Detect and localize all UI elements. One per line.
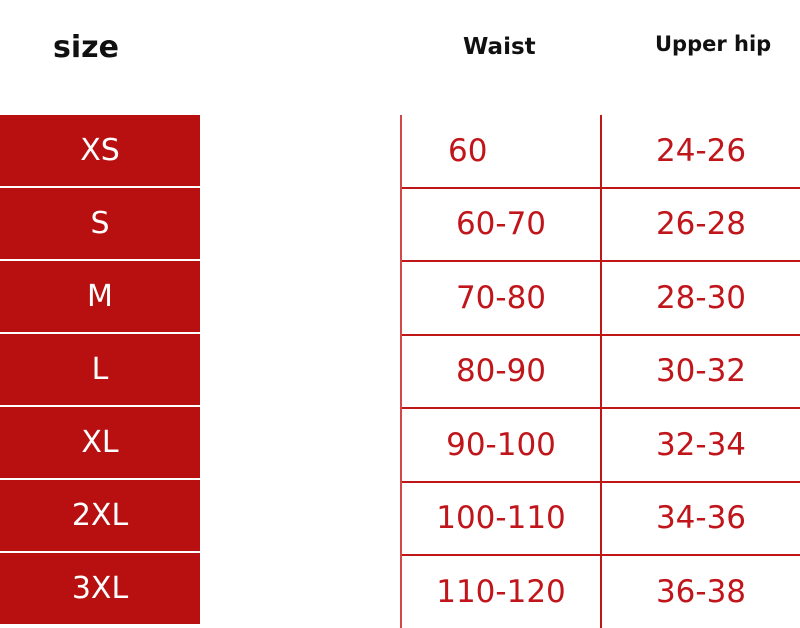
size-cell: XL — [0, 407, 200, 480]
table-row: 90-100 32-34 — [402, 409, 800, 483]
upper-hip-cell: 26-28 — [602, 189, 800, 261]
waist-cell: 60 — [402, 115, 603, 187]
waist-cell: 60-70 — [402, 188, 602, 260]
waist-cell: 90-100 — [402, 409, 602, 481]
waist-cell: 70-80 — [402, 262, 602, 334]
size-header: size — [53, 30, 119, 65]
upper-hip-cell: 28-30 — [602, 262, 800, 334]
waist-cell: 110-120 — [402, 556, 602, 628]
measurement-table: 60 24-26 60-70 26-28 70-80 28-30 80-90 30-32… — [400, 115, 800, 628]
waist-cell: 80-90 — [402, 335, 602, 407]
size-cell: XS — [0, 115, 200, 188]
upper-hip-cell: 32-34 — [602, 409, 800, 481]
waist-header: Waist — [463, 34, 536, 60]
table-row: 110-120 36-38 — [402, 556, 800, 628]
upper-hip-cell: 24-26 — [602, 115, 800, 187]
size-column: XS S M L XL 2XL 3XL — [0, 115, 200, 626]
upper-hip-cell: 34-36 — [602, 483, 800, 555]
size-cell: S — [0, 188, 200, 261]
table-row: 60 24-26 — [402, 115, 800, 189]
size-cell: M — [0, 261, 200, 334]
size-cell: L — [0, 334, 200, 407]
upper-hip-cell: 30-32 — [602, 336, 800, 408]
table-row: 60-70 26-28 — [402, 188, 800, 262]
upper-hip-header: Upper hip — [655, 32, 772, 56]
size-cell: 2XL — [0, 480, 200, 553]
waist-cell: 100-110 — [402, 482, 602, 554]
size-cell: 3XL — [0, 553, 200, 626]
table-row: 100-110 34-36 — [402, 482, 800, 556]
upper-hip-cell: 36-38 — [602, 556, 800, 628]
table-row: 70-80 28-30 — [402, 262, 800, 336]
table-row: 80-90 30-32 — [402, 335, 800, 409]
